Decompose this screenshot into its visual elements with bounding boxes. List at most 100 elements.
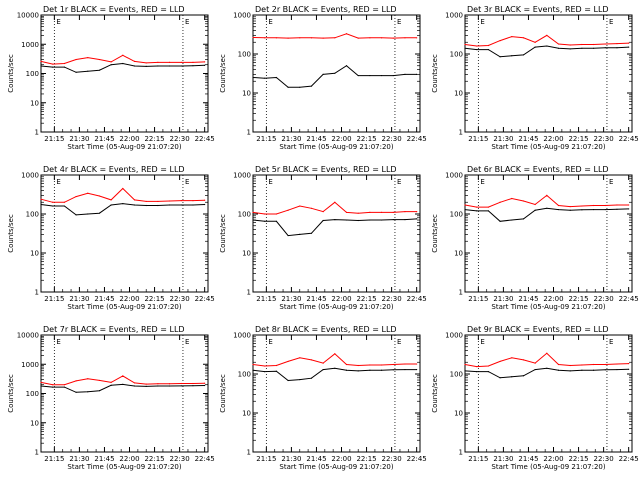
events-series-line-point (275, 220, 277, 222)
events-series-line-point (322, 219, 324, 222)
events-series-line-point (569, 48, 571, 50)
events-series-line-point (616, 47, 618, 49)
lld-series-line-point (357, 37, 359, 39)
x-tick-label: 21:30 (281, 135, 301, 143)
events-series-line-point (157, 204, 159, 207)
lld-series-line-point (145, 200, 147, 203)
marker-label: E (480, 18, 484, 26)
events-series-line-point (522, 375, 525, 377)
lld-series-line-point (604, 204, 606, 207)
events-series-line-point (345, 65, 348, 67)
y-tick-label: 10 (454, 90, 463, 98)
lld-series-line-point (264, 37, 266, 39)
events-series-line-point (404, 73, 406, 75)
lld-series-line-point (110, 61, 112, 63)
lld-series-line-point (522, 359, 525, 361)
events-series-line-point (628, 208, 630, 210)
lld-series-line-point (145, 383, 147, 385)
lld-series-line-point (487, 44, 489, 47)
lld-series-line-point (75, 195, 77, 198)
lld-series-line-point (168, 200, 171, 202)
events-series-line-point (52, 386, 54, 388)
lld-series-line-point (299, 357, 301, 359)
lld-series-line (40, 54, 205, 65)
events-series-line-point (392, 218, 394, 221)
events-series-line-point (546, 207, 548, 209)
lld-series-line-point (192, 382, 194, 385)
lld-series-line-point (252, 363, 254, 366)
events-series-line-point (192, 65, 194, 67)
y-axis-label: Counts/sec (431, 374, 439, 413)
lld-series-line-point (322, 211, 324, 213)
events-series-line-point (192, 204, 194, 206)
x-tick-label: 21:30 (493, 135, 513, 143)
x-tick-label: 22:15 (356, 295, 376, 303)
x-tick-label: 22:00 (543, 135, 563, 143)
x-tick-label: 21:45 (306, 295, 326, 303)
lld-series-line (252, 201, 417, 215)
x-tick-label: 22:45 (619, 455, 639, 463)
marker-label: E (609, 338, 613, 346)
events-series-line-point (581, 47, 583, 49)
marker-label: E (185, 338, 189, 346)
x-tick-label: 22:00 (119, 295, 139, 303)
events-series-line-point (299, 86, 301, 88)
events-series-line-point (604, 47, 606, 49)
lld-series-line-point (404, 211, 406, 213)
events-series-line-point (287, 379, 289, 382)
plot-frame (252, 174, 421, 293)
events-series-line-point (264, 77, 266, 79)
events-series-line-point (299, 233, 301, 235)
lld-series-line (464, 194, 629, 208)
lld-series-line-point (122, 54, 124, 56)
lld-series-line (252, 353, 417, 367)
lld-series-line-point (98, 195, 101, 197)
x-tick-label: 21:15 (468, 135, 488, 143)
lld-series-line-point (168, 383, 171, 385)
x-tick-label: 22:30 (170, 455, 190, 463)
events-series-line (464, 367, 629, 379)
events-series-line-point (557, 47, 560, 49)
events-series-line-point (87, 213, 89, 215)
lld-series-line-point (133, 60, 136, 62)
x-tick-label: 21:45 (306, 135, 326, 143)
marker-label: E (56, 18, 60, 26)
x-tick-label: 21:45 (94, 455, 114, 463)
lld-series-line-point (133, 382, 136, 384)
panel-title: Det 5r BLACK = Events, RED = LLD (255, 165, 397, 174)
events-series-line (252, 218, 417, 237)
events-series-line-point (345, 219, 348, 221)
marker-label: E (480, 178, 484, 186)
lld-series-line-point (310, 207, 313, 209)
y-tick-label: 100 (26, 390, 39, 398)
events-series-line-point (534, 46, 536, 48)
marker-label: E (56, 178, 60, 186)
events-series-line-point (98, 69, 101, 71)
events-series-line-point (252, 219, 254, 221)
events-series-line-point (75, 391, 77, 393)
lld-series-line-point (546, 194, 548, 196)
events-series-line-point (522, 54, 525, 56)
lld-series-line-point (392, 363, 394, 366)
events-series-line-point (546, 45, 548, 47)
events-series-line-point (157, 65, 159, 67)
x-tick-label: 22:30 (594, 135, 614, 143)
events-series-line-point (380, 219, 383, 221)
events-series-line-point (40, 65, 42, 67)
lld-series-line-point (334, 201, 336, 203)
lld-series-line-point (287, 37, 289, 39)
lld-series-line-point (180, 200, 182, 202)
lld-series-line-point (192, 200, 194, 202)
events-series-line-point (511, 219, 513, 221)
events-series-line-point (464, 47, 466, 49)
lld-series-line-point (392, 37, 394, 39)
lld-series-line (40, 187, 205, 203)
panel-title: Det 2r BLACK = Events, RED = LLD (255, 5, 397, 14)
y-tick-label: 1000 (21, 172, 39, 180)
lld-series-line-point (380, 364, 383, 366)
panel-title: Det 9r BLACK = Events, RED = LLD (467, 325, 609, 334)
events-series-line-point (345, 369, 348, 371)
